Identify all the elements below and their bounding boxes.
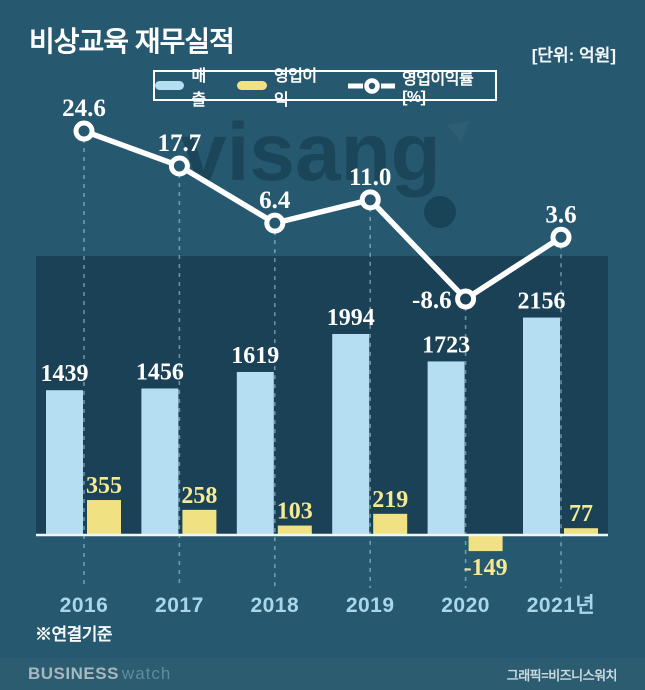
watermark-dot-icon xyxy=(424,196,456,228)
profit-bar xyxy=(564,528,598,536)
revenue-bar xyxy=(332,333,370,536)
graphic-credit: 그래픽=비즈니스워치 xyxy=(506,667,618,683)
margin-value-label: 3.6 xyxy=(545,201,576,228)
profit-value-label: 355 xyxy=(86,473,122,499)
profit-value-label: 258 xyxy=(181,483,217,509)
profit-bar xyxy=(182,509,217,536)
profit-bar xyxy=(277,525,312,536)
legend-label: 영업이익 xyxy=(273,67,317,109)
revenue-value-label: 1456 xyxy=(136,359,184,385)
revenue-value-label: 1439 xyxy=(41,361,89,387)
logo-primary-text: BUSINESS xyxy=(28,664,119,683)
revenue-value-label: 1619 xyxy=(231,343,279,369)
margin-marker xyxy=(455,288,477,310)
profit-value-label: 219 xyxy=(372,487,408,513)
margin-line xyxy=(81,128,564,302)
year-label: 2019 xyxy=(346,594,395,617)
margin-value-label: 24.6 xyxy=(62,95,106,122)
unit-label: [단위: 억원] xyxy=(531,46,616,65)
margin-value-label: 11.0 xyxy=(349,164,391,191)
profit-value-label: 103 xyxy=(277,499,313,525)
revenue-swatch-icon xyxy=(155,81,185,90)
chart-panel xyxy=(36,256,608,536)
year-label: 2021년 xyxy=(527,594,596,617)
revenue-bar xyxy=(427,361,465,536)
revenue-bar xyxy=(236,371,274,536)
profit-value-label: -149 xyxy=(464,555,508,581)
revenue-bar xyxy=(523,317,560,536)
footer-bar: BUSINESS watch 그래픽=비즈니스워치 xyxy=(0,658,645,690)
legend-item-profit: 영업이익 xyxy=(237,62,329,110)
combo-chart: 1439 1456 1619 1994 1723 2156 355 258 103 219 -149… xyxy=(36,95,608,617)
margin-value-label: 17.7 xyxy=(158,130,202,157)
margin-marker xyxy=(264,212,286,234)
revenue-bar xyxy=(141,388,179,536)
legend-label: 영업이익률[%] xyxy=(402,70,474,106)
margin-marker xyxy=(73,120,95,142)
profit-bar xyxy=(87,500,121,536)
legend-label: 매출 xyxy=(191,67,206,109)
revenue-bar xyxy=(46,390,83,536)
businesswatch-logo: BUSINESS watch xyxy=(28,664,171,684)
margin-marker xyxy=(359,189,381,211)
footnote: ※연결기준 xyxy=(35,625,113,644)
margin-marker xyxy=(550,226,572,248)
year-label: 2016 xyxy=(60,594,109,617)
margin-value-label: -8.6 xyxy=(412,287,452,314)
page-title: 비상교육 재무실적 xyxy=(29,26,235,57)
margin-marker xyxy=(168,155,190,177)
year-label: 2017 xyxy=(155,594,204,617)
revenue-value-label: 1994 xyxy=(327,305,375,331)
legend-item-margin: 영업이익률[%] xyxy=(347,65,495,107)
profit-bar xyxy=(468,536,503,552)
chart-legend: 매출 영업이익 영업이익률[%] xyxy=(153,68,497,109)
profit-swatch-icon xyxy=(237,81,267,90)
year-label: 2018 xyxy=(250,594,299,617)
profit-bar xyxy=(373,513,408,536)
legend-item-revenue: 매출 xyxy=(155,62,219,110)
revenue-value-label: 2156 xyxy=(518,289,566,315)
logo-secondary-text: watch xyxy=(121,664,172,683)
revenue-value-label: 1723 xyxy=(422,332,470,358)
visang-watermark: visang xyxy=(181,107,441,198)
year-label: 2020 xyxy=(441,594,490,617)
line-circle-icon xyxy=(347,77,396,94)
margin-value-label: 6.4 xyxy=(259,187,291,214)
profit-value-label: 77 xyxy=(569,501,593,527)
